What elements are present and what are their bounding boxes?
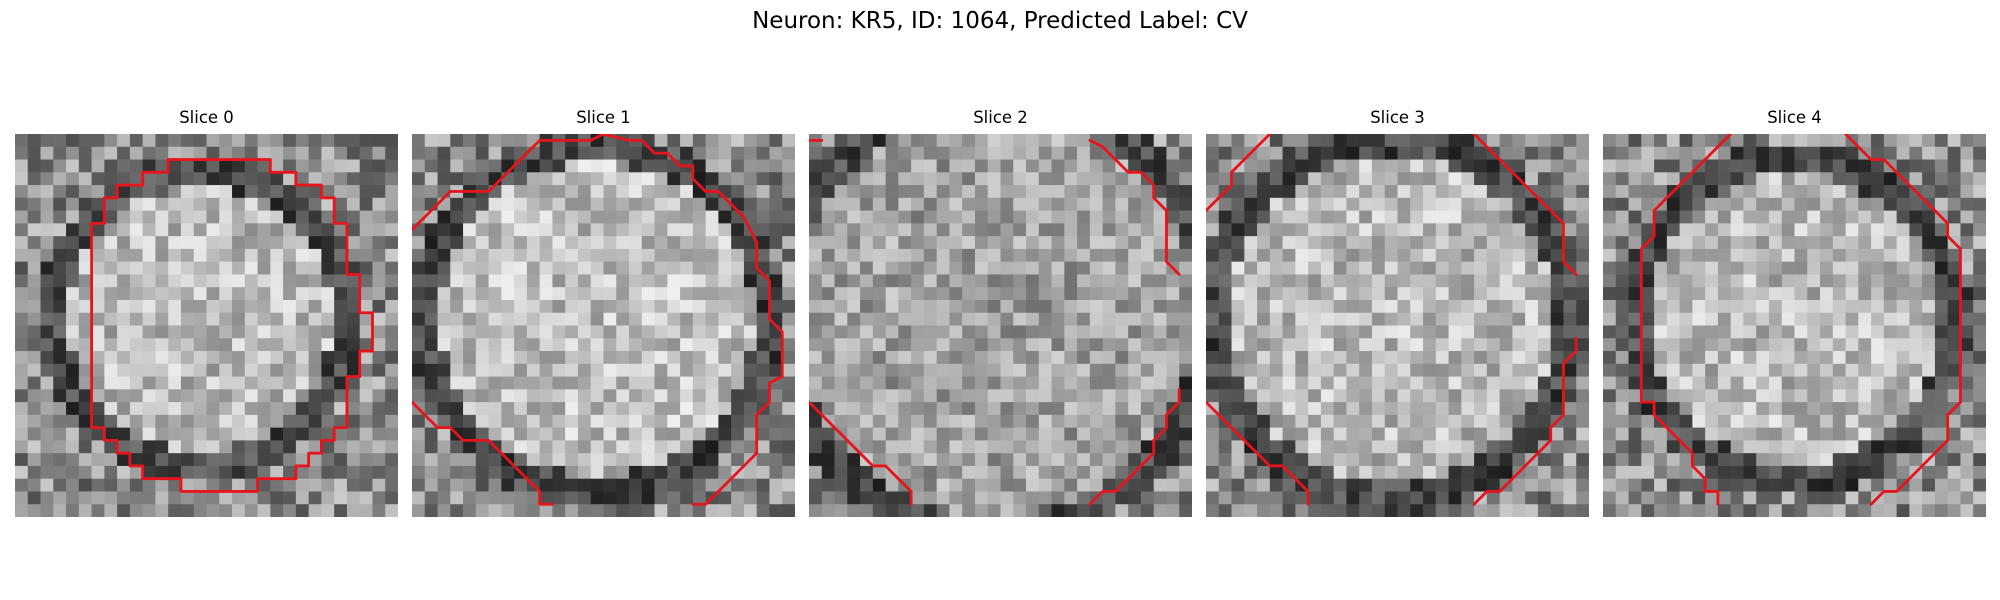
contour-line (1206, 400, 1310, 506)
slice-panel-2: Slice 2 (809, 108, 1192, 525)
contour-line (90, 158, 374, 493)
contour-line (809, 400, 913, 506)
slice-image-2 (809, 134, 1192, 517)
contour-line (1639, 134, 1733, 506)
slice-title-4: Slice 4 (1767, 108, 1822, 127)
contour-line (412, 134, 784, 506)
contour-line (1088, 387, 1181, 506)
pixel-grid (1603, 134, 1986, 517)
slice-title-0: Slice 0 (179, 108, 234, 127)
contour-line (412, 400, 554, 506)
figure-title: Neuron: KR5, ID: 1064, Predicted Label: … (752, 8, 1248, 34)
pixel-grid (412, 134, 795, 517)
slice-title-1: Slice 1 (576, 108, 631, 127)
slice-title-3: Slice 3 (1370, 108, 1425, 127)
contour-line (1844, 134, 1962, 506)
contour-line (1472, 336, 1578, 506)
slice-panel-1: Slice 1 (412, 108, 795, 525)
slice-image-4 (1603, 134, 1986, 517)
slice-panel-0: Slice 0 (15, 108, 398, 525)
slice-image-1 (412, 134, 795, 517)
contour-line (1472, 134, 1578, 276)
slice-title-2: Slice 2 (973, 108, 1028, 127)
slice-image-3 (1206, 134, 1589, 517)
contour-line (1088, 138, 1181, 276)
slice-panel-3: Slice 3 (1206, 108, 1589, 525)
pixel-grid (15, 134, 398, 517)
slice-panel-4: Slice 4 (1603, 108, 1986, 525)
contour-line (1206, 134, 1272, 213)
pixel-grid (1206, 134, 1589, 517)
pixel-grid (809, 134, 1192, 517)
slice-image-0 (15, 134, 398, 517)
